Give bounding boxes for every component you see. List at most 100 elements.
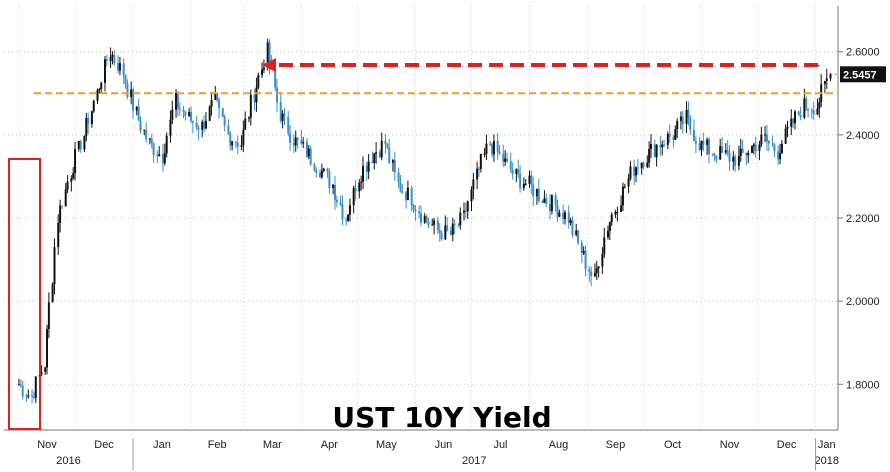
candle-body (87, 118, 90, 125)
candle-body (648, 148, 651, 163)
candle-body (530, 175, 533, 185)
candle-body (633, 166, 636, 176)
candle-body (124, 75, 127, 84)
candle-body (137, 106, 140, 121)
candle-body (51, 284, 54, 303)
candle-body (519, 173, 522, 189)
candle-body (201, 122, 204, 130)
candle-body (485, 143, 488, 154)
candle-body (161, 154, 164, 164)
candle-body (502, 153, 505, 162)
candle-body (595, 268, 598, 273)
x-year-label: 2017 (462, 455, 486, 467)
candle-body (255, 87, 258, 103)
candle-body (197, 127, 200, 130)
candle-body (569, 220, 572, 223)
candle-body (195, 122, 198, 128)
candle-body (315, 170, 318, 173)
candle-body (163, 153, 166, 164)
candle-body (341, 204, 344, 220)
annotations: 2.5457 (8, 58, 886, 430)
candle-body (689, 117, 692, 130)
candle-body (541, 200, 544, 203)
candle-body (145, 129, 148, 140)
candle-body (721, 146, 724, 153)
candle-body (365, 165, 368, 172)
candle-body (515, 169, 518, 175)
candle-body (715, 155, 718, 160)
candle-body (418, 211, 421, 214)
candle-body (750, 146, 753, 153)
candle-body (240, 145, 243, 147)
candle-body (528, 175, 531, 184)
y-tick-label: 2.4000 (846, 130, 880, 142)
candle-body (629, 166, 632, 179)
candle-body (17, 384, 20, 386)
candle-body (472, 179, 475, 190)
candle-body (57, 222, 60, 248)
candle-body (797, 111, 800, 116)
y-axis-ticks: 2.6000 2.4000 2.2000 2.0000 1.8000 (838, 47, 880, 391)
candle-body (816, 108, 819, 115)
candle-body (698, 143, 701, 151)
candle-body (509, 161, 512, 170)
candle-body (262, 67, 265, 70)
candle-body (307, 148, 310, 157)
candle-body (111, 55, 114, 57)
candle-body (655, 144, 658, 157)
candle-body (545, 198, 548, 205)
candle-body (305, 142, 308, 157)
candle-body (371, 161, 374, 163)
candle-body (373, 153, 376, 163)
candle-body (171, 109, 174, 120)
candle-body (208, 106, 211, 121)
candle-body (261, 69, 264, 76)
candle-body (420, 213, 422, 223)
candle-body (257, 75, 260, 88)
candle-body (227, 125, 230, 134)
candle-body (150, 138, 153, 143)
candle-body (614, 212, 617, 215)
candle-body (694, 140, 697, 144)
candle-body (790, 118, 793, 127)
candle-body (375, 152, 378, 154)
candle-body (610, 214, 613, 223)
candle-body (309, 148, 312, 165)
candle-body (593, 272, 596, 277)
x-year-label: 2016 (56, 455, 80, 467)
candle-body (496, 140, 499, 153)
chart-title: UST 10Y Yield (332, 401, 551, 434)
candle-body (773, 144, 776, 152)
candle-body (577, 230, 580, 243)
candle-body (623, 186, 626, 188)
candle-body (25, 396, 28, 398)
candle-body (642, 162, 645, 167)
candle-body (663, 144, 666, 146)
candle-body (554, 195, 557, 206)
candle-body (249, 94, 252, 118)
candle-body (59, 205, 62, 223)
candle-body (322, 168, 325, 171)
candle-body (32, 396, 35, 398)
candle-body (231, 141, 234, 146)
candle-body (504, 158, 507, 162)
candle-body (653, 144, 656, 157)
candle-body (726, 150, 729, 153)
candle-body (117, 63, 120, 71)
candle-body (96, 90, 99, 101)
candle-body (414, 209, 417, 212)
candle-body (457, 224, 460, 226)
candle-body (563, 212, 566, 219)
candle-body (268, 42, 271, 66)
candle-body (745, 152, 748, 156)
x-month-label: Dec (777, 439, 797, 451)
candle-body (156, 154, 159, 156)
candle-body (66, 181, 69, 190)
candle-body (661, 144, 664, 148)
last-value-label: 2.5457 (843, 69, 877, 81)
candle-body (463, 210, 466, 213)
candle-body (752, 144, 755, 147)
candle-body (477, 168, 480, 170)
candle-body (122, 63, 125, 76)
candle-body (807, 108, 810, 111)
